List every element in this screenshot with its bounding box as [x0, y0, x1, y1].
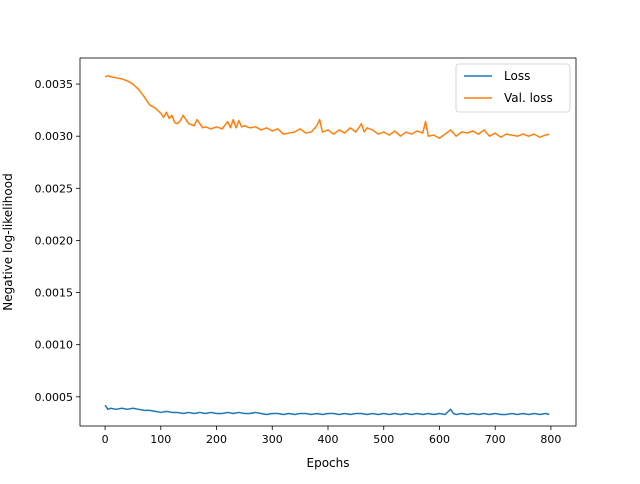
y-tick-label: 0.0010 — [35, 339, 74, 352]
x-tick-label: 200 — [206, 433, 227, 446]
y-tick-label: 0.0025 — [35, 182, 74, 195]
x-tick-label: 800 — [540, 433, 561, 446]
x-axis-label: Epochs — [307, 456, 350, 470]
x-tick-label: 500 — [373, 433, 394, 446]
x-tick-label: 100 — [150, 433, 171, 446]
y-tick-label: 0.0035 — [35, 78, 74, 91]
legend-label: Loss — [504, 69, 530, 83]
y-tick-label: 0.0005 — [35, 391, 74, 404]
x-tick-label: 0 — [102, 433, 109, 446]
y-axis-label: Negative log-likelihood — [1, 173, 15, 310]
y-tick-label: 0.0030 — [35, 130, 74, 143]
y-tick-label: 0.0015 — [35, 287, 74, 300]
axes-layer: 0 100 200 300 400 500 600 700 800 0.0005 0.0010 0.0… — [35, 57, 577, 446]
x-tick-label: 300 — [262, 433, 283, 446]
series-layer — [104, 74, 550, 416]
x-tick-label: 600 — [429, 433, 450, 446]
y-tick-label: 0.0020 — [35, 234, 74, 247]
series-line-1 — [104, 74, 550, 140]
series-line-0 — [104, 404, 550, 416]
legend: Loss Val. loss — [455, 63, 571, 113]
legend-label: Val. loss — [504, 91, 553, 105]
x-tick-label: 700 — [485, 433, 506, 446]
x-tick-label: 400 — [318, 433, 339, 446]
plot-frame — [79, 57, 577, 427]
